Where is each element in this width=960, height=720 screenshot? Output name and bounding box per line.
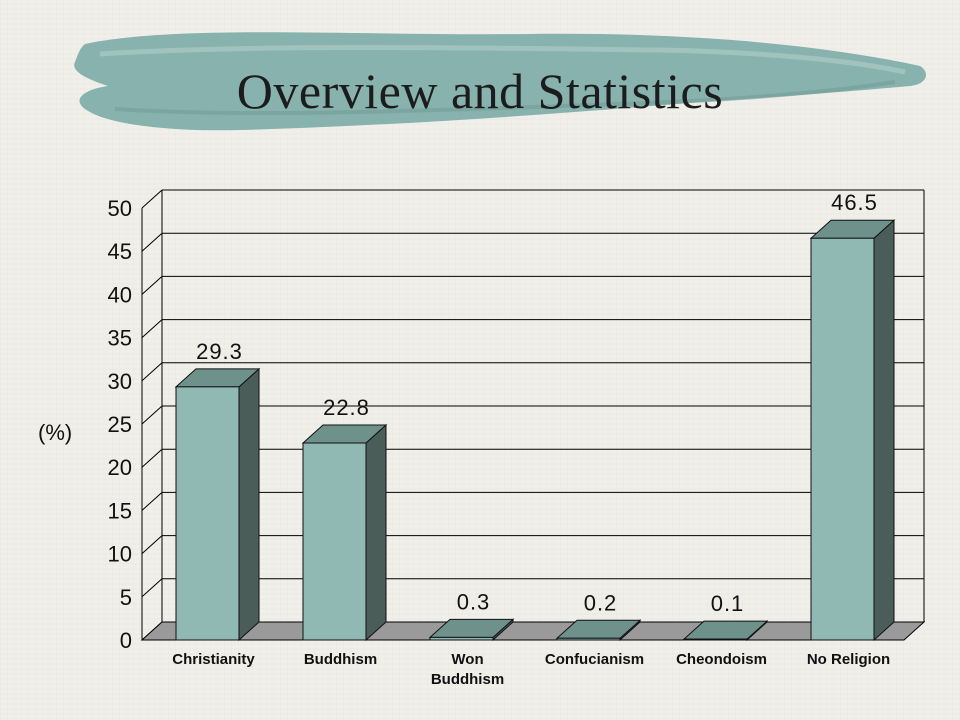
x-tick-label: No Religion — [807, 651, 890, 668]
bar-side — [365, 423, 387, 642]
y-axis-label: (%) — [38, 420, 72, 445]
data-label: 0.1 — [711, 591, 745, 616]
y-tick-label: 45 — [108, 239, 132, 264]
chart-floor — [140, 621, 926, 641]
data-label: 46.5 — [831, 190, 878, 215]
bar — [810, 237, 875, 641]
bar — [429, 636, 494, 641]
bar-side — [873, 219, 895, 642]
y-tick-label: 30 — [108, 369, 132, 394]
y-tick-label: 35 — [108, 326, 132, 351]
side-wall-tick — [141, 578, 163, 598]
y-tick-label: 10 — [108, 542, 132, 567]
data-label: 22.8 — [323, 395, 370, 420]
side-wall-tick — [141, 448, 163, 468]
side-wall-tick — [141, 405, 163, 425]
y-tick-label: 0 — [120, 628, 132, 653]
x-tick-label: Christianity — [172, 651, 255, 668]
side-wall-tick — [141, 362, 163, 382]
y-tick-label: 5 — [120, 585, 132, 610]
x-tick-label: Buddhism — [304, 651, 377, 668]
bar-side — [238, 367, 260, 642]
y-tick-label: 40 — [108, 282, 132, 307]
y-tick-label: 50 — [108, 196, 132, 221]
side-wall-tick — [141, 319, 163, 338]
x-tick-label: Won Buddhism — [431, 651, 504, 688]
y-tick-label: 20 — [108, 455, 132, 480]
bar — [556, 637, 621, 641]
side-wall-tick — [141, 492, 163, 511]
data-label: 0.2 — [584, 590, 618, 615]
x-tick-label: Cheondoism — [676, 651, 767, 668]
bar — [175, 386, 240, 641]
bar — [683, 638, 748, 641]
y-tick-label: 15 — [108, 498, 132, 523]
data-label: 29.3 — [196, 339, 243, 364]
y-tick-label: 25 — [108, 412, 132, 437]
side-wall-tick — [141, 535, 163, 554]
data-label: 0.3 — [457, 589, 491, 614]
title-brush-stroke — [74, 32, 926, 131]
side-wall-tick — [141, 276, 163, 295]
side-wall-tick — [141, 189, 163, 209]
bar — [302, 442, 367, 641]
x-tick-label: Confucianism — [545, 651, 644, 668]
page-title: Overview and Statistics — [236, 63, 724, 119]
side-wall-tick — [141, 232, 163, 252]
